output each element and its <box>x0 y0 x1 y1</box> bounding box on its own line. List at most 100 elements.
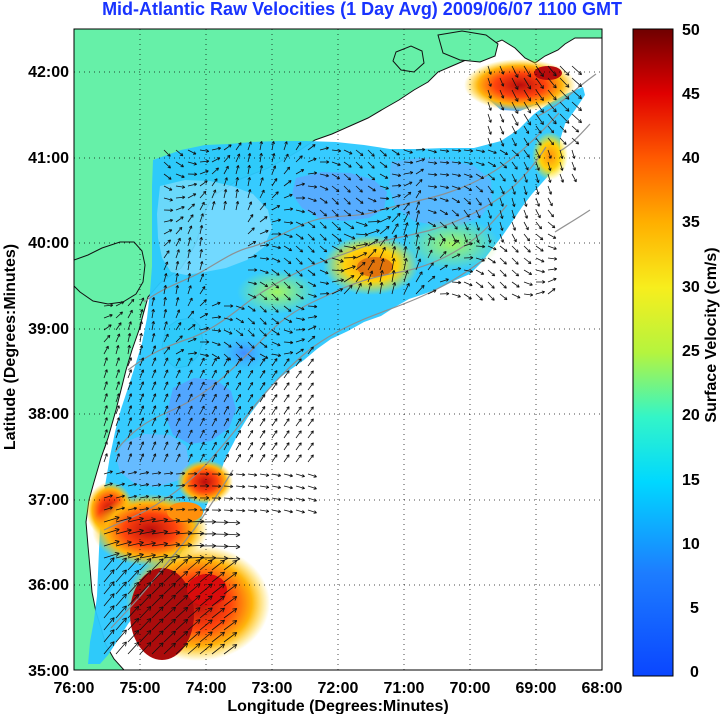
velocity-arrow <box>403 210 410 223</box>
velocity-arrow <box>163 250 170 259</box>
velocity-arrow <box>223 620 238 631</box>
velocity-arrow <box>499 257 507 265</box>
velocity-arrow <box>127 332 132 343</box>
velocity-arrow <box>103 482 113 487</box>
velocity-arrow <box>211 315 222 319</box>
velocity-arrow <box>151 417 157 427</box>
velocity-arrow <box>199 571 213 583</box>
velocity-arrow <box>175 195 186 200</box>
velocity-arrow <box>163 453 169 463</box>
velocity-arrow <box>391 149 400 156</box>
velocity-arrow <box>175 441 181 451</box>
velocity-arrow <box>487 269 496 277</box>
velocity-arrow <box>523 281 533 286</box>
velocity-arrow <box>163 618 176 631</box>
velocity-arrow <box>151 369 157 379</box>
velocity-arrow <box>163 495 174 500</box>
velocity-arrow <box>271 218 281 223</box>
velocity-arrow <box>259 358 266 367</box>
velocity-arrow <box>283 233 293 238</box>
velocity-arrow <box>139 630 152 643</box>
velocity-arrow <box>247 441 254 451</box>
velocity-arrow <box>187 161 197 166</box>
velocity-arrow <box>475 293 483 301</box>
velocity-arrow <box>103 453 108 463</box>
velocity-arrow <box>163 308 168 319</box>
velocity-arrow <box>127 581 140 595</box>
velocity-arrow <box>199 369 205 379</box>
velocity-arrow <box>115 557 127 571</box>
velocity-arrow <box>475 281 484 288</box>
colorbar-tick-label: 25 <box>682 343 700 360</box>
velocity-arrow <box>307 430 314 439</box>
y-tick-label: 35:00 <box>28 663 69 680</box>
velocity-arrow <box>355 221 368 227</box>
velocity-arrow <box>499 89 505 99</box>
velocity-arrow <box>536 280 546 284</box>
velocity-arrow <box>307 185 318 189</box>
velocity-arrow <box>199 508 210 512</box>
velocity-arrow <box>127 641 140 655</box>
velocity-arrow <box>463 242 473 247</box>
velocity-arrow <box>547 209 554 218</box>
velocity-arrow <box>271 406 278 415</box>
velocity-arrow <box>511 209 516 219</box>
velocity-arrow <box>247 509 258 513</box>
velocity-arrow <box>355 272 364 283</box>
velocity-arrow <box>127 357 132 367</box>
velocity-arrow <box>379 281 384 295</box>
velocity-arrow <box>151 357 157 367</box>
velocity-arrow <box>103 345 109 355</box>
velocity-arrow <box>307 281 317 287</box>
velocity-arrow <box>163 239 171 247</box>
velocity-arrow <box>439 173 450 177</box>
velocity-arrow <box>187 393 193 403</box>
velocity-arrow <box>127 298 135 307</box>
velocity-arrow <box>307 442 314 451</box>
velocity-arrow <box>187 182 198 187</box>
velocity-arrow <box>151 345 157 355</box>
velocity-arrow <box>187 471 198 476</box>
velocity-arrow <box>115 322 122 331</box>
velocity-arrow <box>235 417 241 427</box>
velocity-arrow <box>247 293 257 299</box>
velocity-arrow <box>103 381 108 391</box>
velocity-arrow <box>403 270 409 283</box>
velocity-arrow <box>343 149 353 155</box>
velocity-arrow <box>259 418 266 427</box>
velocity-arrow <box>139 369 145 379</box>
velocity-arrow <box>355 242 369 247</box>
velocity-arrow <box>523 209 528 219</box>
velocity-arrow <box>367 229 380 235</box>
velocity-arrow <box>535 209 541 219</box>
velocity-arrow <box>379 207 390 211</box>
velocity-arrow <box>439 251 447 259</box>
velocity-arrow <box>199 441 205 451</box>
velocity-arrow <box>547 277 557 283</box>
velocity-arrow <box>271 165 277 175</box>
velocity-arrow <box>259 189 265 199</box>
velocity-arrow <box>259 454 266 463</box>
velocity-arrow <box>175 630 189 643</box>
velocity-arrow <box>535 233 544 241</box>
velocity-arrow <box>175 381 181 391</box>
plot-frame <box>73 28 603 671</box>
velocity-arrow <box>463 269 474 273</box>
velocity-arrow <box>151 618 164 631</box>
velocity-arrow <box>307 370 314 379</box>
velocity-arrow <box>547 185 552 195</box>
velocity-arrow <box>223 341 232 348</box>
velocity-arrow <box>391 194 401 199</box>
velocity-arrow <box>139 381 145 391</box>
velocity-arrow <box>499 173 506 182</box>
velocity-arrow <box>115 333 121 343</box>
velocity-arrow <box>355 232 369 237</box>
velocity-arrow <box>415 158 425 163</box>
velocity-arrow <box>211 607 225 619</box>
velocity-arrow <box>271 269 280 276</box>
velocity-arrow <box>211 301 221 307</box>
velocity-arrow <box>175 260 180 271</box>
velocity-arrow <box>223 177 228 187</box>
x-axis-label: Longitude (Degrees:Minutes) <box>227 698 448 714</box>
velocity-arrow <box>379 173 389 179</box>
